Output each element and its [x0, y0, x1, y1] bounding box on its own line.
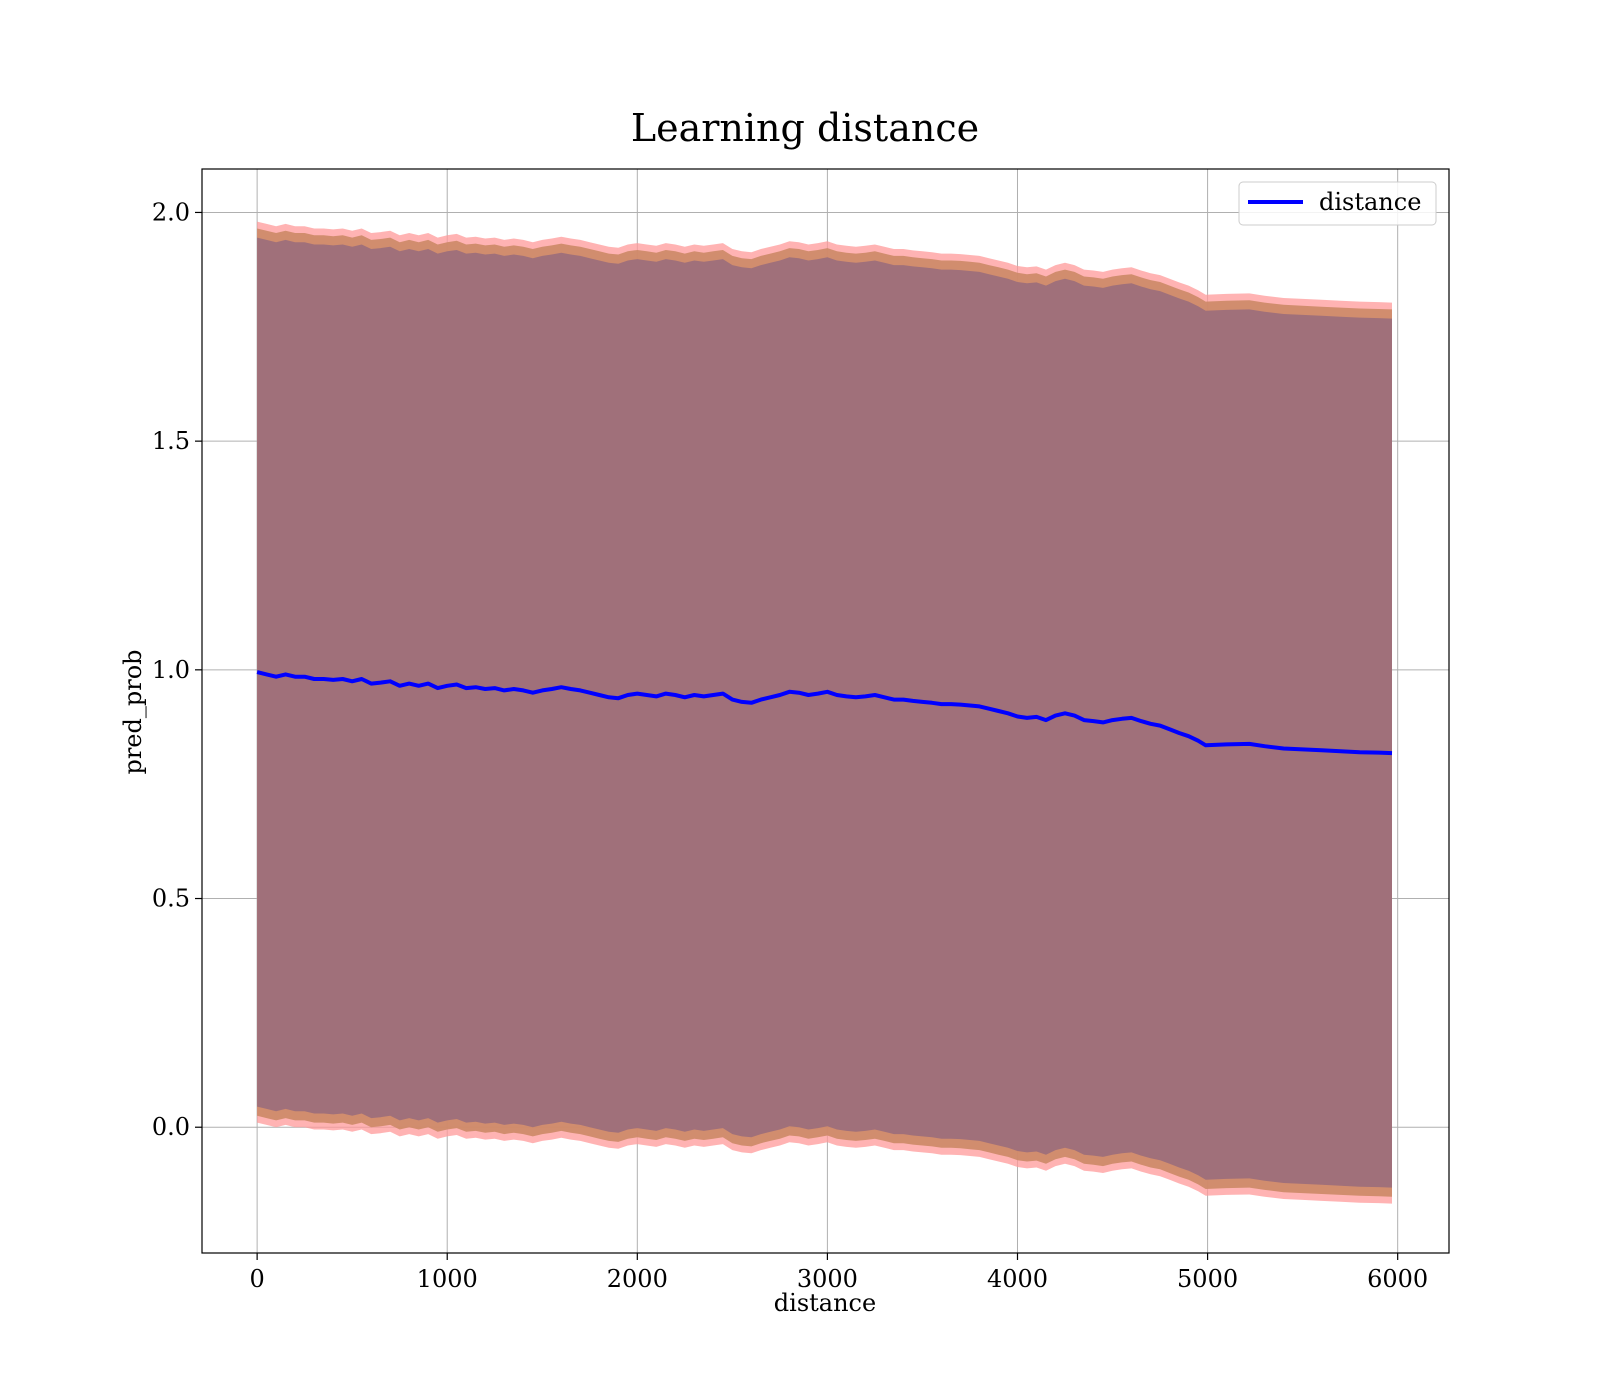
inner-band [257, 237, 1393, 1188]
series-line-distance [256, 670, 1393, 756]
x-axis-ticks: 0 1000 2000 3000 4000 5000 6000 [249, 1253, 1428, 1293]
y-tick-label: 0.0 [152, 1113, 190, 1141]
y-tick-label: 2.0 [152, 198, 190, 226]
y-axis-label: pred_prob [119, 649, 147, 774]
x-tick-label: 1000 [417, 1265, 478, 1293]
legend: distance [1238, 181, 1437, 226]
x-tick-label: 3000 [797, 1265, 858, 1293]
x-tick-label: 5000 [1177, 1265, 1238, 1293]
x-tick-label: 0 [249, 1265, 264, 1293]
x-axis-label: distance [774, 1289, 876, 1317]
confidence-bands [257, 221, 1393, 1204]
legend-box [1238, 181, 1437, 226]
chart-title: Learning distance [631, 106, 979, 150]
y-tick-label: 1.5 [152, 427, 190, 455]
x-tick-label: 4000 [987, 1265, 1048, 1293]
y-tick-label: 1.0 [152, 656, 190, 684]
x-tick-label: 6000 [1367, 1265, 1428, 1293]
y-tick-label: 0.5 [152, 885, 190, 913]
legend-entry-distance: distance [1319, 188, 1421, 216]
y-axis-ticks: 0.0 0.5 1.0 1.5 2.0 [152, 198, 202, 1141]
plot-frame [201, 168, 1450, 1254]
series-lines [256, 670, 1393, 756]
x-tick-label: 2000 [607, 1265, 668, 1293]
